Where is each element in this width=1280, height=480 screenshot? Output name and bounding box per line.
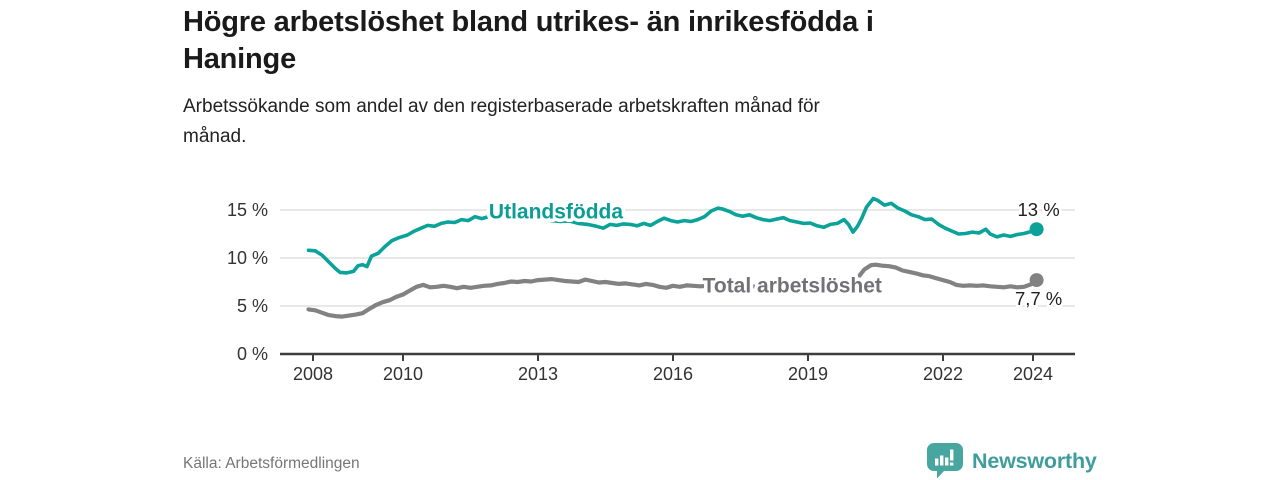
title-line-1: Högre arbetslöshet bland utrikes- än inr… (183, 6, 874, 38)
page-title: Högre arbetslöshet bland utrikes- än inr… (183, 4, 1143, 78)
chart-subtitle: Arbetssökande som andel av den registerb… (183, 92, 1143, 152)
end-dot-utlandsf-dda (1029, 222, 1044, 237)
series-label-total-arbetsl-shet: Total arbetslöshet (703, 274, 882, 297)
x-tick-label: 2013 (518, 364, 558, 384)
end-value-label-utlandsf-dda: 13 % (1018, 199, 1060, 220)
y-tick-label: 15 % (227, 200, 268, 220)
x-tick-label: 2010 (383, 364, 423, 384)
newsworthy-logo-icon (927, 443, 963, 479)
source-note: Källa: Arbetsförmedlingen (183, 455, 360, 472)
y-tick-label: 10 % (227, 248, 268, 268)
x-tick-label: 2022 (923, 364, 963, 384)
x-tick-label: 2024 (1013, 364, 1053, 384)
y-tick-label: 5 % (237, 296, 268, 316)
end-dot-total-arbetsl-shet (1029, 273, 1044, 288)
bar-chart-glyph (935, 449, 954, 466)
series-label-utlandsf-dda: Utlandsfödda (489, 200, 623, 223)
newsworthy-wordmark: Newsworthy (972, 448, 1097, 473)
chart-svg: 2008 2010 2013 2016 2019 2022 2024 15 % 10 % 5 % 0… (227, 196, 1075, 384)
newsworthy-brand-link[interactable]: Newsworthy (926, 442, 1097, 479)
x-tick-label: 2019 (788, 364, 828, 384)
x-tick-label: 2008 (293, 364, 333, 384)
end-value-label-total-arbetsl-shet: 7,7 % (1015, 288, 1062, 309)
series-line-utlandsf-dda (306, 196, 1039, 275)
x-tick-label: 2016 (653, 364, 693, 384)
title-line-2: Haninge (183, 43, 296, 75)
subtitle-line-2: månad. (183, 126, 247, 147)
line-chart: 2008 2010 2013 2016 2019 2022 2024 15 % 10 % 5 % 0… (180, 173, 1100, 390)
subtitle-line-1: Arbetssökande som andel av den registerb… (183, 96, 820, 117)
header: Högre arbetslöshet bland utrikes- än inr… (183, 4, 1143, 152)
y-tick-label: 0 % (237, 344, 268, 364)
series-line-total-arbetsl-shet (306, 262, 1039, 319)
